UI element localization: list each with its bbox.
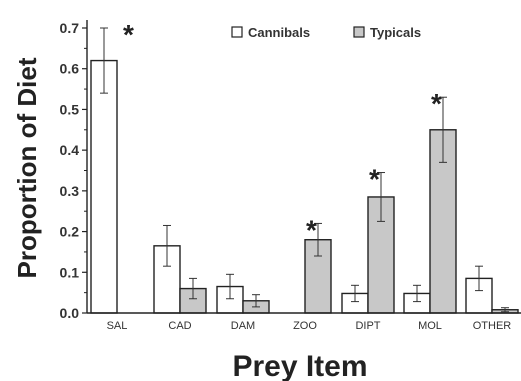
error-bar-typicals-other — [501, 307, 509, 313]
y-tick-label: 0.2 — [60, 224, 80, 240]
error-bar-typicals-dipt — [377, 172, 385, 222]
significance-star-sal: * — [123, 19, 134, 50]
x-axis-title: Prey Item — [232, 350, 367, 381]
error-bar-typicals-zoo — [314, 222, 322, 257]
error-bar-typicals-dam — [252, 294, 260, 308]
legend-label-typicals: Typicals — [370, 25, 421, 40]
x-tick-label-dam: DAM — [231, 320, 255, 332]
x-tick-label-other: OTHER — [473, 320, 512, 332]
significance-star-dipt: * — [369, 164, 380, 195]
axes-group: 0.0 0.1 0.2 0.3 0.4 0.5 0.6 0.7 SAL CAD DAM ZOO DIPT… — [60, 20, 521, 332]
error-bar-typicals-cad — [189, 277, 197, 300]
x-tick-label-dipt: DIPT — [355, 320, 380, 332]
bars-group — [90, 59, 519, 314]
significance-star-mol: * — [431, 88, 442, 119]
legend-label-cannibals: Cannibals — [248, 25, 310, 40]
legend: Cannibals Typicals — [231, 25, 421, 40]
error-bar-cannibals-dam — [226, 273, 234, 300]
y-tick-label: 0.0 — [60, 305, 80, 321]
error-bar-typicals-mol — [439, 96, 447, 163]
y-tick-label: 0.6 — [60, 61, 80, 77]
y-axis-title: Proportion of Diet — [12, 57, 42, 278]
y-tick-label: 0.1 — [60, 264, 80, 280]
y-tick-label: 0.3 — [60, 183, 80, 199]
error-bar-cannibals-other — [475, 265, 483, 292]
legend-swatch-typicals — [353, 26, 365, 38]
y-tick-label: 0.4 — [60, 142, 80, 158]
error-bar-cannibals-mol — [413, 284, 421, 303]
x-tick-label-cad: CAD — [168, 320, 191, 332]
error-bars-group — [100, 27, 509, 313]
significance-group: * * * * — [123, 19, 442, 245]
error-bar-cannibals-sal — [100, 27, 108, 94]
bar-cannibals-sal — [90, 59, 118, 314]
x-tick-label-sal: SAL — [107, 320, 128, 332]
x-tick-label-zoo: ZOO — [293, 320, 317, 332]
significance-star-zoo: * — [306, 214, 317, 245]
error-bar-cannibals-cad — [163, 224, 171, 267]
x-tick-label-mol: MOL — [418, 320, 442, 332]
legend-swatch-cannibals — [231, 26, 243, 38]
error-bar-cannibals-dipt — [351, 284, 359, 303]
y-tick-label: 0.7 — [60, 20, 80, 36]
y-tick-label: 0.5 — [60, 101, 80, 117]
